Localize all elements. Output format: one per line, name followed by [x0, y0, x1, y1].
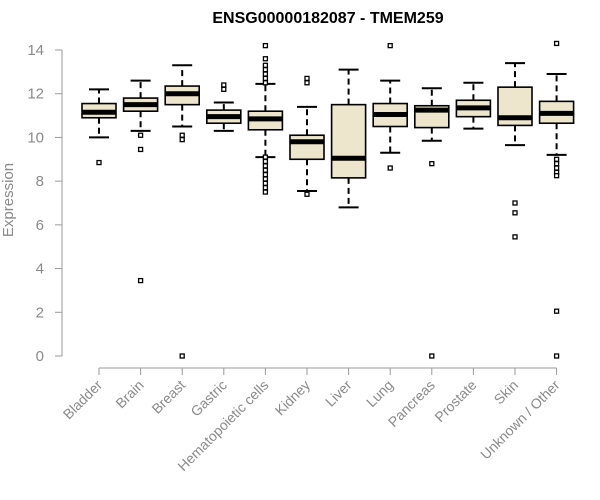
outlier-point [553, 161, 560, 167]
x-tick-label: Unknown / Other [477, 377, 563, 463]
outlier-point [262, 80, 269, 86]
iqr-box [289, 134, 325, 161]
box-group [289, 75, 325, 197]
outlier-point [137, 146, 144, 153]
outlier-point [262, 189, 269, 195]
outlier-point [221, 86, 227, 92]
outlier-point [553, 308, 560, 314]
outlier-point [553, 353, 560, 359]
y-tick-label: 6 [36, 217, 44, 234]
outlier-point [179, 136, 185, 143]
box-group [206, 82, 242, 132]
box-group [247, 42, 284, 195]
y-tick-label: 10 [27, 129, 44, 146]
box-group [372, 42, 409, 171]
outlier-point [262, 180, 269, 186]
box-group [455, 81, 492, 130]
outlier-point [96, 159, 102, 166]
box-group [497, 62, 533, 240]
x-tick-label: Kidney [272, 377, 314, 419]
box-group [164, 64, 200, 359]
y-tick-label: 2 [36, 304, 44, 321]
outlier-point [221, 82, 227, 88]
outlier-point [262, 158, 269, 165]
box-group [330, 68, 367, 209]
outlier-point [262, 42, 269, 49]
outlier-point [137, 132, 144, 138]
x-tick-label: Brain [112, 377, 146, 411]
outlier-point [262, 75, 269, 82]
outlier-point [262, 171, 269, 178]
y-tick-label: 14 [27, 42, 44, 59]
y-tick-label: 12 [27, 86, 44, 103]
box-group [413, 87, 450, 359]
box-group [122, 79, 159, 284]
y-tick-label: 8 [36, 173, 44, 190]
outlier-point [553, 156, 560, 162]
outlier-point [262, 67, 269, 73]
box-group [538, 40, 575, 359]
x-tick-label: Bladder [60, 377, 106, 423]
x-tick-label: Liver [322, 377, 355, 410]
outlier-point [179, 132, 185, 138]
outlier-point [262, 176, 269, 182]
outlier-point [429, 353, 435, 359]
outlier-point [304, 75, 310, 82]
outlier-point [553, 165, 560, 171]
chart-title: ENSG00000182087 - TMEM259 [212, 10, 443, 27]
boxes [81, 40, 575, 359]
outlier-point [262, 62, 269, 68]
outlier-point [262, 154, 269, 160]
outlier-point [262, 71, 269, 77]
outlier-point [262, 163, 269, 169]
outlier-point [387, 42, 393, 49]
outlier-point [512, 234, 518, 240]
box-group [81, 88, 117, 166]
y-tick-label: 4 [36, 261, 44, 278]
y-axis-label: Expression [0, 163, 17, 237]
outlier-point [262, 56, 269, 62]
x-tick-label: Prostate [431, 377, 479, 425]
x-tick-label: Lung [363, 377, 396, 410]
x-tick-label: Skin [491, 377, 522, 408]
outlier-point [262, 185, 269, 191]
outlier-point [429, 161, 435, 167]
outlier-point [304, 191, 310, 197]
outlier-point [262, 167, 269, 173]
outlier-point [179, 353, 185, 359]
outlier-point [512, 210, 518, 216]
outlier-point [304, 80, 310, 86]
iqr-box [330, 103, 367, 179]
outlier-point [553, 40, 560, 47]
outlier-point [387, 165, 393, 171]
x-tick-label: Breast [148, 377, 188, 417]
y-tick-label: 0 [36, 348, 44, 365]
outlier-point [137, 277, 144, 284]
outlier-point [512, 200, 518, 206]
outlier-point [553, 173, 560, 179]
